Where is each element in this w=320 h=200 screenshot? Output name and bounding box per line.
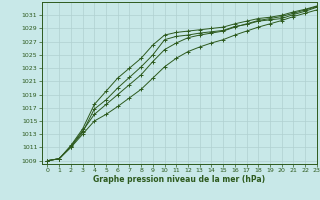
X-axis label: Graphe pression niveau de la mer (hPa): Graphe pression niveau de la mer (hPa) <box>93 175 265 184</box>
